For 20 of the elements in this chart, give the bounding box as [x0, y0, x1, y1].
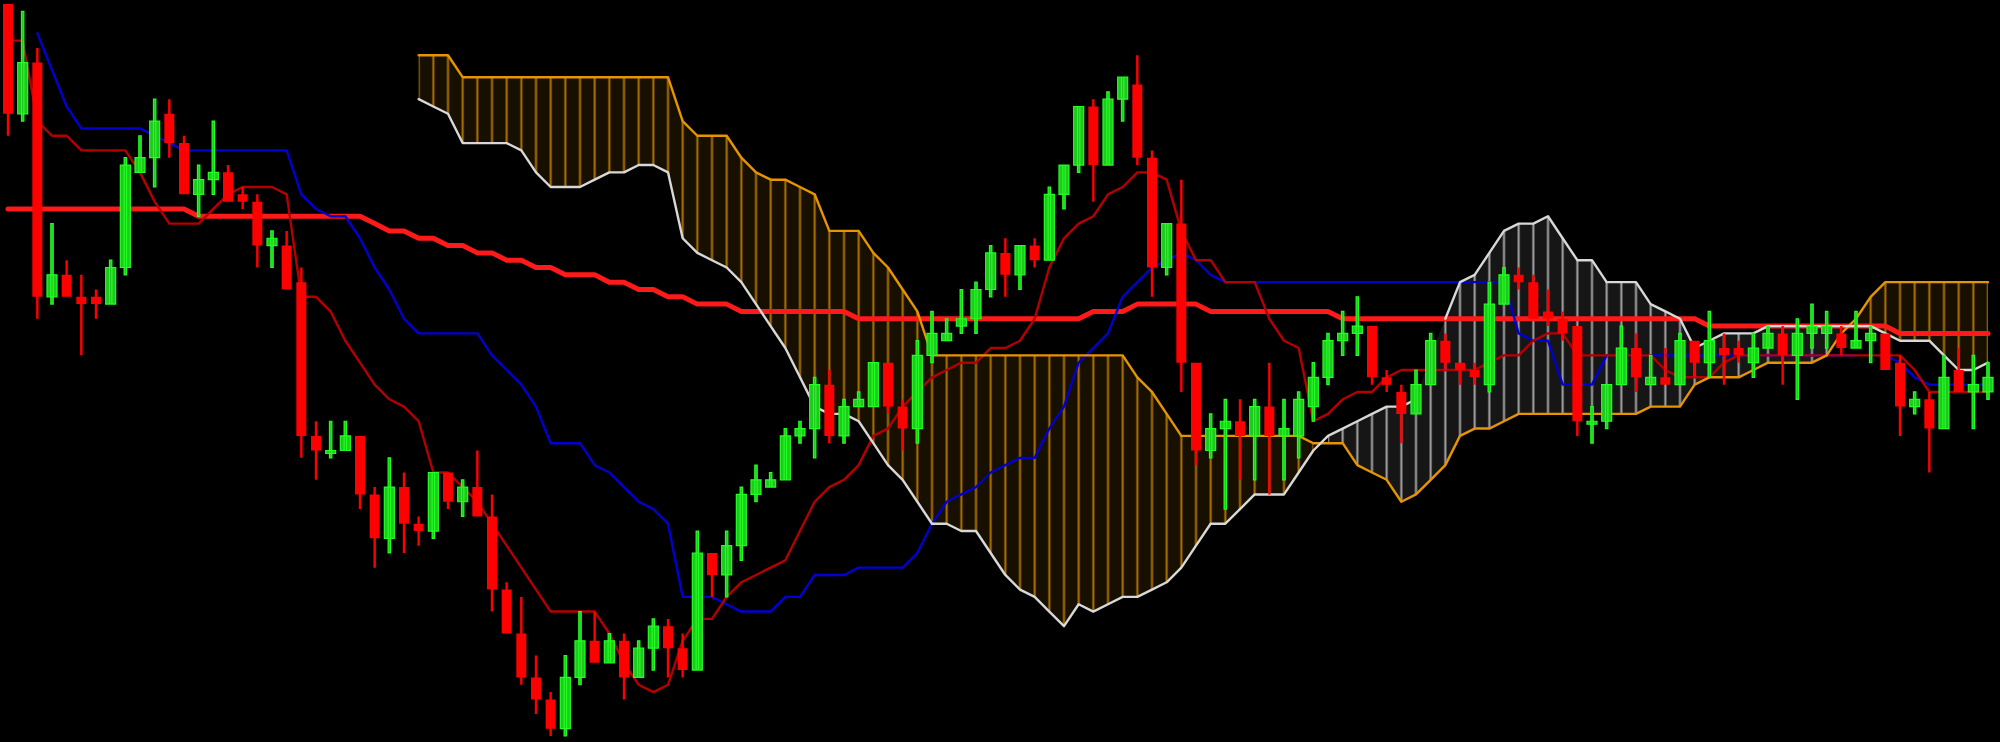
- candlestick: [413, 516, 424, 546]
- candlestick: [1777, 326, 1788, 385]
- candlestick: [1396, 384, 1407, 444]
- candlestick: [1000, 238, 1011, 297]
- candlestick: [1219, 398, 1231, 510]
- candlestick: [897, 399, 908, 451]
- candlestick: [46, 223, 58, 305]
- candlestick: [207, 120, 219, 195]
- candlestick: [76, 274, 87, 356]
- candlestick: [266, 230, 278, 269]
- candlestick: [1733, 340, 1744, 363]
- candlestick: [1469, 362, 1480, 385]
- candlestick: [325, 420, 337, 459]
- candlestick: [1351, 296, 1363, 356]
- candlestick: [1660, 348, 1671, 385]
- candlestick: [237, 187, 248, 209]
- candlestick: [1381, 370, 1392, 392]
- candlestick: [589, 611, 600, 663]
- candlestick: [1264, 362, 1275, 495]
- candlestick: [1924, 391, 1935, 473]
